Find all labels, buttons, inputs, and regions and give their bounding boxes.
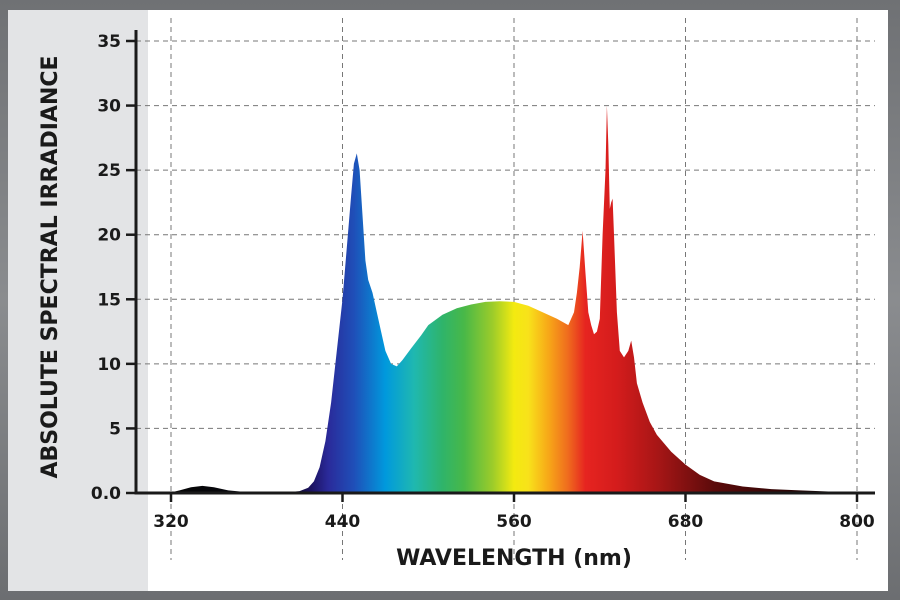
y-tick-label: 25 [97, 161, 121, 181]
y-tick-label: 20 [97, 226, 121, 246]
axes [134, 30, 875, 495]
x-tick-label: 560 [496, 512, 532, 532]
x-tick-label: 800 [839, 512, 875, 532]
x-tick-label: 320 [153, 512, 189, 532]
y-tick-label: 30 [97, 97, 121, 117]
y-tick-label: 5 [109, 419, 121, 439]
y-tick-label: 10 [97, 355, 121, 375]
left-strip [8, 10, 148, 591]
x-axis-title: WAVELENGTH (nm) [396, 546, 632, 571]
spectrum-area [171, 105, 857, 493]
y-axis-title: ABSOLUTE SPECTRAL IRRADIANCE [38, 55, 63, 478]
y-tick-label: 15 [97, 290, 121, 310]
x-tick-label: 680 [668, 512, 704, 532]
ticks: 0.0 5 10 15 20 25 30 35 320 440 560 680 800 [91, 32, 875, 532]
y-tick-label: 35 [97, 32, 121, 52]
x-tick-label: 440 [325, 512, 361, 532]
y-tick-label: 0.0 [91, 484, 121, 504]
